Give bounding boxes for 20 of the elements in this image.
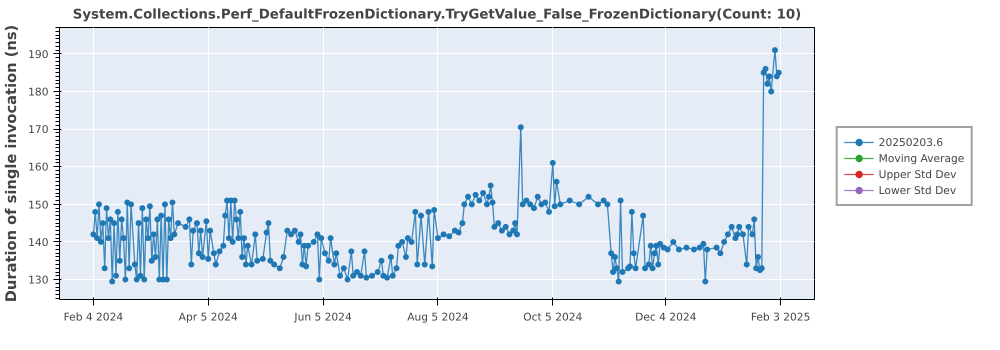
- y-tick-label: 180: [28, 85, 49, 98]
- x-tick-label: Feb 4 2024: [64, 310, 124, 324]
- legend-label: 20250203.6: [878, 134, 944, 150]
- legend-label: Upper Std Dev: [878, 166, 956, 182]
- legend-label: Moving Average: [878, 150, 964, 166]
- y-tick-label: 170: [28, 123, 49, 136]
- x-tick-label: Dec 4 2024: [635, 310, 697, 324]
- legend-label: Lower Std Dev: [878, 182, 956, 198]
- y-tick-label: 160: [28, 160, 49, 174]
- x-tick-label: Apr 5 2024: [178, 310, 238, 324]
- x-tick-label: Feb 3 2025: [750, 310, 810, 324]
- x-tick-label: Oct 5 2024: [523, 310, 583, 324]
- y-axis-title: Duration of single invocation (ns): [3, 24, 20, 302]
- x-tick-label: Jun 5 2024: [293, 310, 352, 324]
- chart-title: System.Collections.Perf_DefaultFrozenDictionary.TryGetValue_False_FrozenDictionary(Count: 10): [72, 8, 802, 22]
- y-tick-label: 190: [28, 48, 49, 61]
- y-tick-label: 150: [28, 198, 49, 212]
- y-tick-label: 140: [28, 236, 49, 249]
- x-tick-label: Aug 5 2024: [407, 310, 469, 324]
- y-tick-label: 130: [28, 274, 49, 287]
